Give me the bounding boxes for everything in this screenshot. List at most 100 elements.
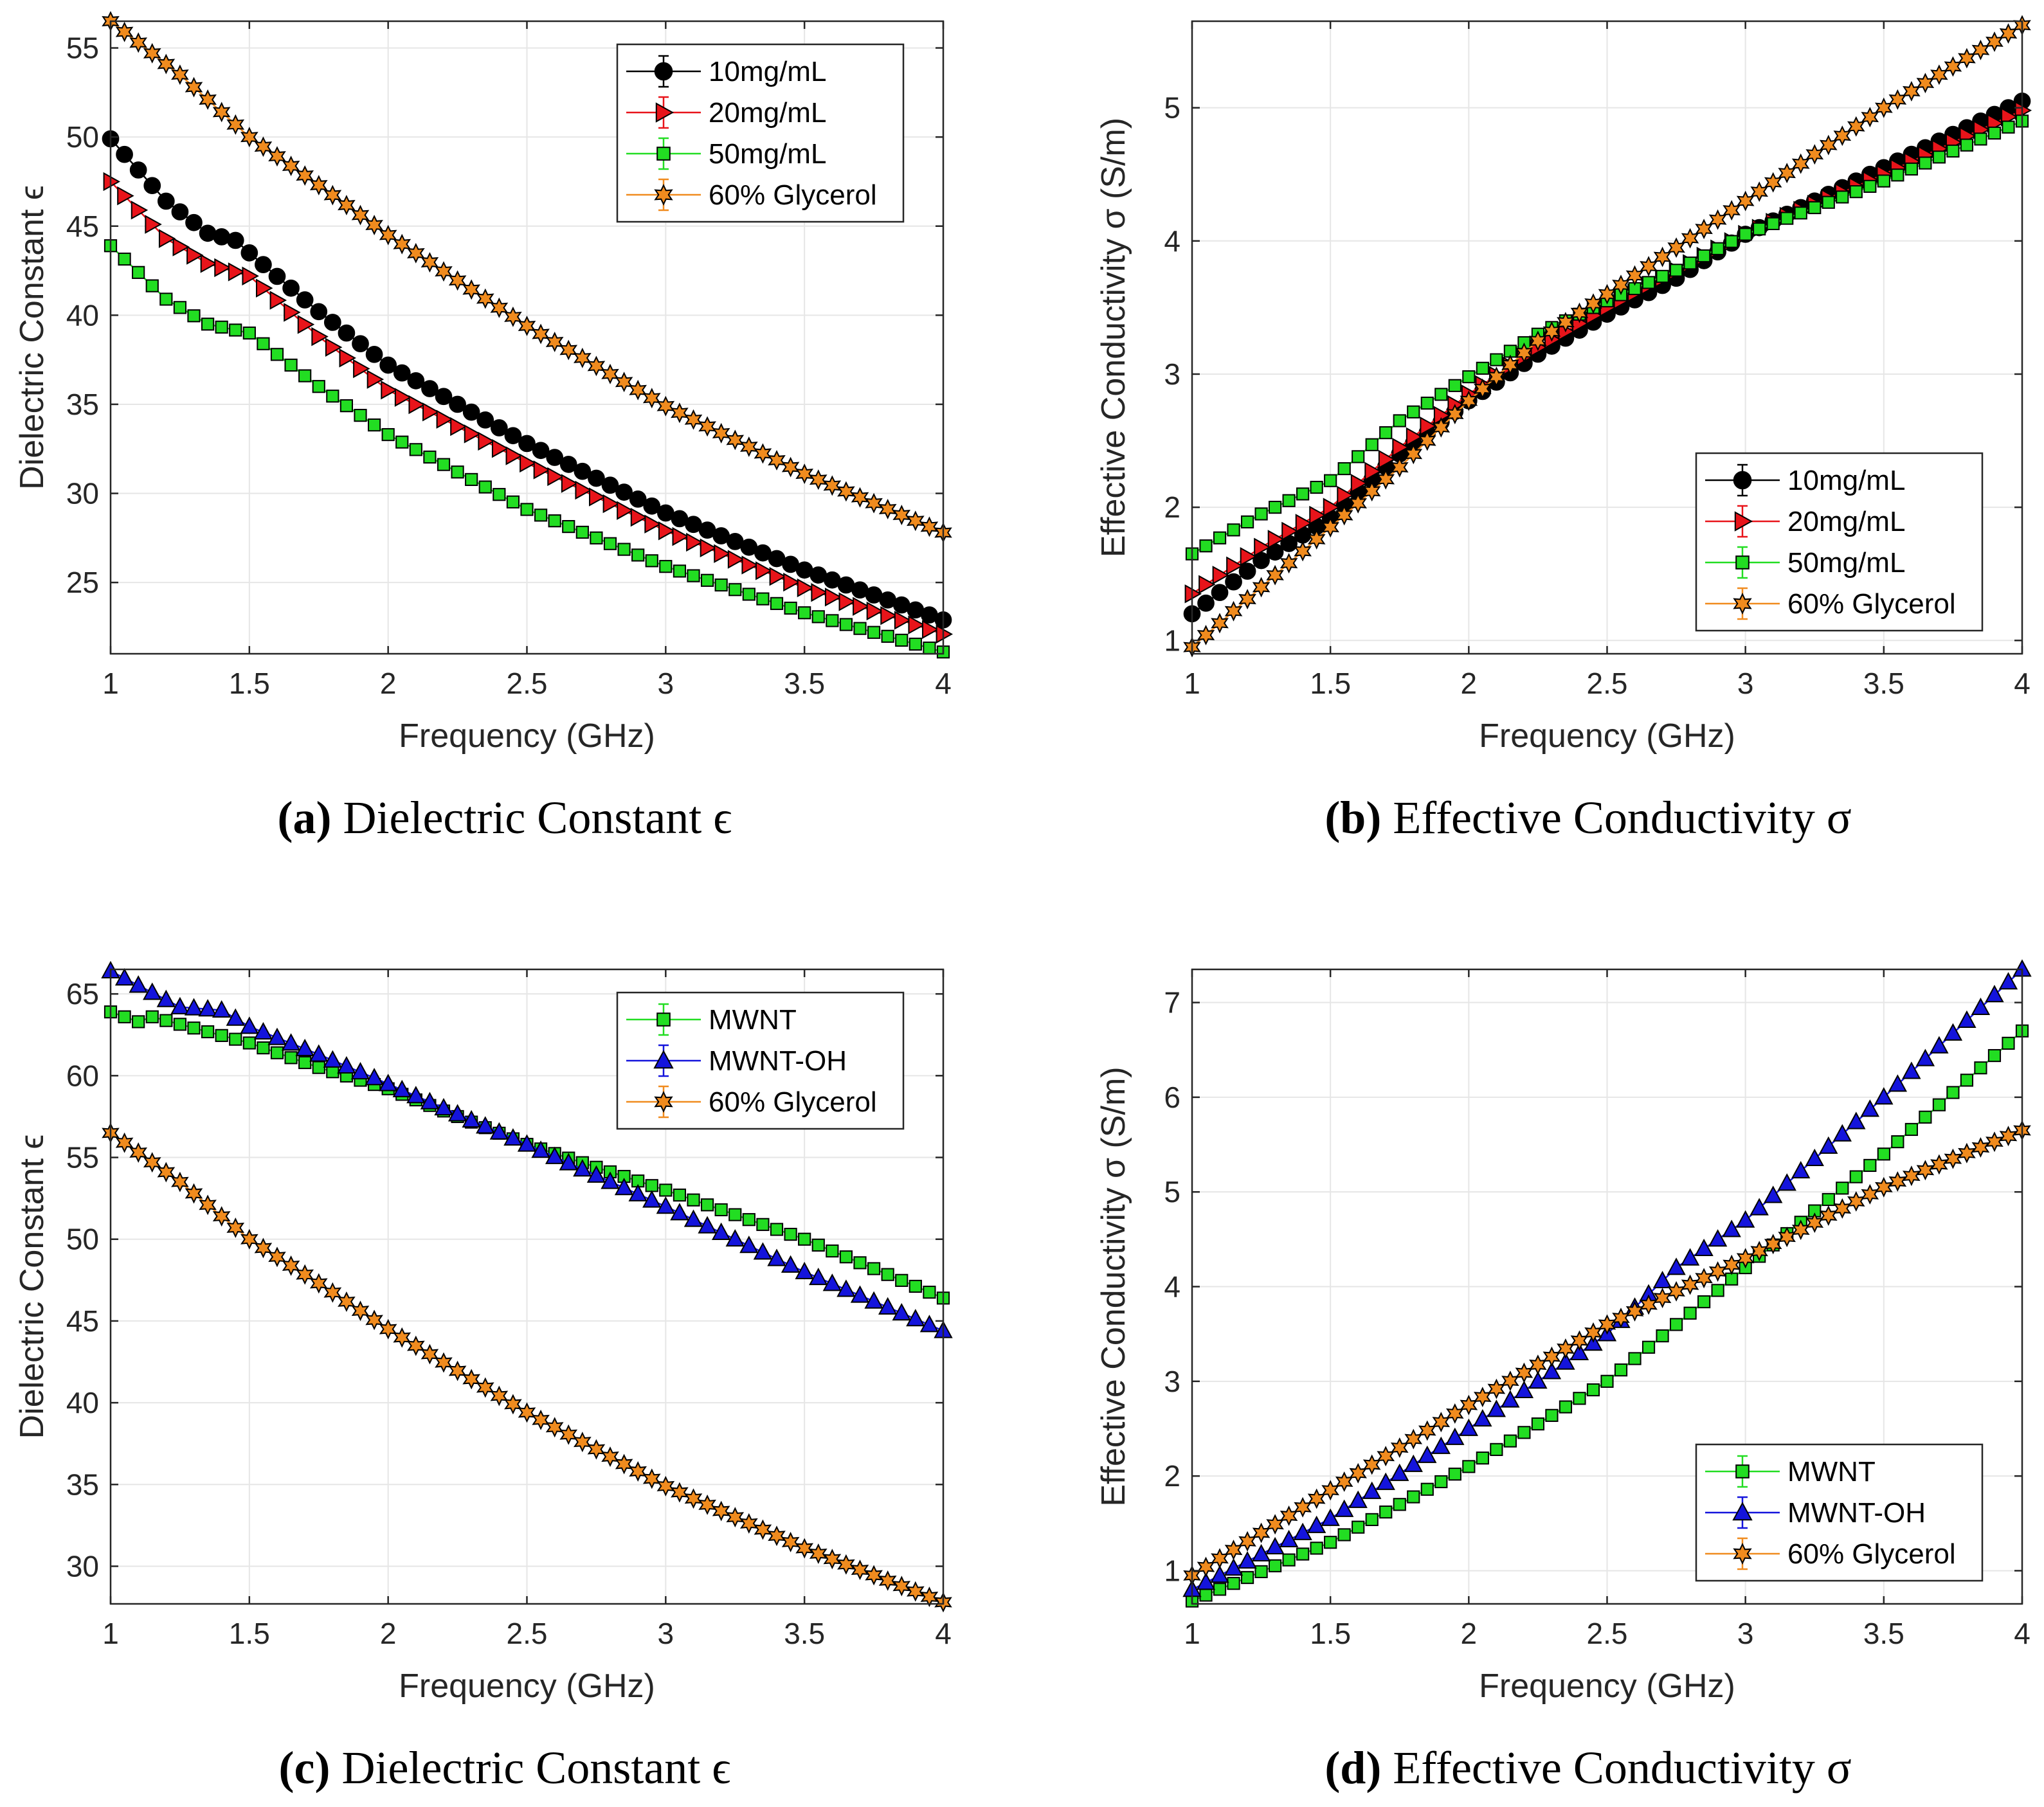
data-point <box>1335 1499 1354 1517</box>
data-point <box>1420 1482 1434 1496</box>
data-point <box>476 288 494 309</box>
data-point <box>1791 1161 1811 1179</box>
data-point <box>1570 302 1589 323</box>
data-point <box>892 505 911 526</box>
data-point <box>1462 370 1476 384</box>
x-tick-label: 2.5 <box>507 1617 548 1650</box>
data-point <box>698 416 716 437</box>
data-point <box>520 453 537 473</box>
data-point <box>464 424 482 444</box>
series-mwnt <box>1185 1024 2029 1608</box>
data-point <box>726 429 745 451</box>
legend-item: MWNT-OH <box>1705 1496 1926 1529</box>
data-point <box>423 450 437 464</box>
data-point <box>1376 1472 1395 1490</box>
panel-d: 1 1.5 2 2.5 3 3.5 4 1 2 3 4 5 6 7 Frequency (GHz) Effec… <box>1095 959 2032 1794</box>
data-point <box>240 1016 259 1034</box>
data-point <box>768 1525 786 1547</box>
data-point <box>145 1010 159 1023</box>
x-tick-label: 4 <box>2014 667 2030 700</box>
data-point <box>741 555 759 575</box>
data-point <box>601 1446 619 1468</box>
data-point <box>1282 494 1296 507</box>
data-point <box>1296 1547 1310 1561</box>
data-point <box>839 618 853 631</box>
data-point <box>298 1056 312 1070</box>
x-tick-label: 2 <box>380 1617 397 1650</box>
data-point <box>173 301 187 314</box>
data-point <box>462 1369 481 1390</box>
data-point <box>615 1453 633 1475</box>
data-point <box>1780 211 1794 225</box>
legend-marker <box>1733 592 1752 615</box>
data-point <box>254 136 273 157</box>
data-point <box>406 1086 426 1104</box>
data-point <box>504 427 522 445</box>
data-point <box>561 474 579 493</box>
data-point <box>1680 1248 1700 1266</box>
y-tick-label: 55 <box>66 31 99 65</box>
data-point <box>784 1227 797 1241</box>
data-point <box>351 204 370 226</box>
data-point <box>631 548 645 562</box>
data-point <box>728 583 742 597</box>
data-point <box>1459 1418 1479 1436</box>
data-point <box>1407 1490 1420 1504</box>
data-point <box>906 510 925 532</box>
data-point <box>394 388 412 407</box>
panel-a: 1 1.5 2 2.5 3 3.5 4 25 30 35 40 45 50 55 Frequency (GH… <box>14 11 954 843</box>
data-point <box>919 1315 939 1333</box>
data-point <box>768 449 786 471</box>
data-point <box>1197 624 1215 645</box>
legend-label: MWNT-OH <box>709 1045 847 1077</box>
data-point <box>1930 1154 1948 1175</box>
data-point <box>1310 480 1323 494</box>
data-point <box>1476 1452 1489 1465</box>
data-point <box>1557 312 1575 333</box>
data-point <box>118 252 131 266</box>
data-point <box>270 1046 284 1059</box>
data-point <box>1352 1520 1365 1534</box>
data-point <box>129 32 148 53</box>
data-point <box>157 53 176 75</box>
x-tick-label: 1.5 <box>1310 667 1351 700</box>
legend: 10mg/mL 20mg/mL 50mg/mL 60% Glycerol <box>1695 452 1984 632</box>
data-point <box>656 1196 676 1214</box>
data-point <box>659 1183 673 1197</box>
x-tick-label: 1 <box>1184 667 1200 700</box>
data-point <box>754 1519 772 1540</box>
data-point <box>478 431 495 451</box>
data-point <box>200 254 218 273</box>
legend-marker <box>654 183 673 206</box>
data-point <box>671 402 689 424</box>
y-tick-label: 7 <box>1164 986 1180 1020</box>
series-60-glycerol <box>102 1122 952 1613</box>
data-point <box>908 615 925 634</box>
legend-marker <box>654 62 673 81</box>
legend-label: 60% Glycerol <box>1787 1538 1956 1570</box>
data-point <box>365 215 383 235</box>
y-tick-label: 1 <box>1164 624 1180 657</box>
x-tick-label: 1 <box>102 667 119 700</box>
data-point <box>257 337 270 350</box>
data-point <box>1542 1362 1562 1380</box>
data-point <box>437 458 451 471</box>
data-point <box>393 233 412 255</box>
data-point <box>1642 276 1656 289</box>
data-point <box>742 1213 755 1227</box>
data-point <box>367 418 381 432</box>
data-point <box>545 1146 565 1164</box>
caption-title: Dielectric Constant ϵ <box>343 792 732 843</box>
data-point <box>795 1538 814 1559</box>
data-point <box>1669 264 1683 277</box>
data-point <box>795 463 814 485</box>
data-point <box>1460 390 1478 411</box>
data-point <box>435 1352 453 1373</box>
data-point <box>1269 501 1282 514</box>
x-tick-label: 3.5 <box>1863 1617 1904 1650</box>
data-point <box>809 469 828 490</box>
data-point <box>601 363 619 384</box>
data-point <box>1822 1192 1835 1207</box>
data-point <box>1337 1528 1351 1542</box>
data-point <box>838 592 856 611</box>
